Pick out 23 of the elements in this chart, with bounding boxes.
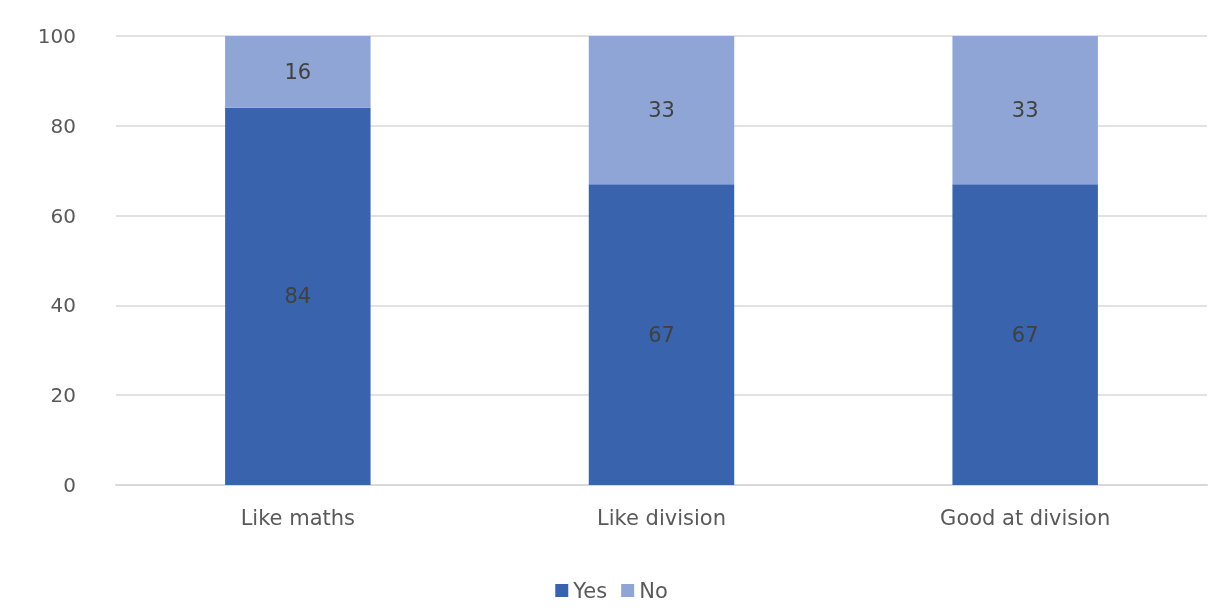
data-label: 16 xyxy=(284,59,312,84)
x-tick-label: Like maths xyxy=(240,505,356,530)
y-tick-label: 0 xyxy=(63,473,76,497)
y-tick-label: 60 xyxy=(50,203,76,228)
x-tick-label: Like division xyxy=(597,505,726,530)
data-label: 33 xyxy=(648,98,675,123)
legend-label: No xyxy=(639,578,668,603)
y-tick-label: 40 xyxy=(50,293,76,318)
bar xyxy=(225,107,371,485)
data-label: 67 xyxy=(1011,322,1039,347)
bar xyxy=(952,36,1098,185)
legend-label: Yes xyxy=(572,578,608,603)
data-label: 33 xyxy=(1011,98,1039,123)
y-tick-label: 100 xyxy=(37,24,76,48)
bar xyxy=(588,184,735,485)
bar xyxy=(225,36,371,108)
bar xyxy=(952,184,1098,485)
data-label: 67 xyxy=(648,322,675,347)
data-label: 84 xyxy=(284,284,312,309)
bar xyxy=(588,36,735,185)
x-tick-label: Good at division xyxy=(940,505,1111,530)
y-tick-label: 80 xyxy=(50,113,76,138)
y-tick-label: 20 xyxy=(50,383,76,408)
